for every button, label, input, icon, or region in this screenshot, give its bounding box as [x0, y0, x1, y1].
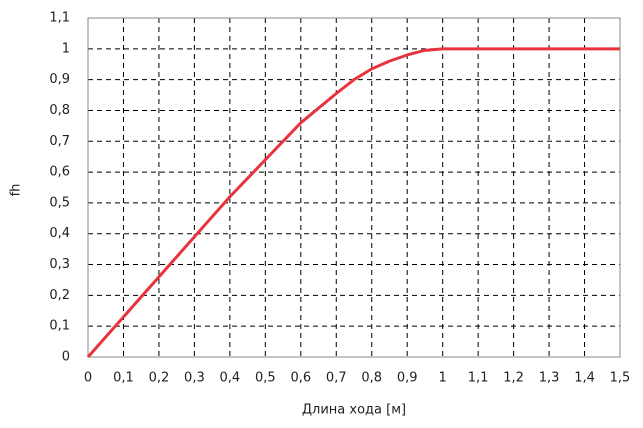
x-tick-label: 0,2: [149, 371, 170, 386]
x-tick-label: 0,6: [290, 371, 311, 386]
y-tick-label: 0,1: [49, 319, 70, 334]
y-tick-label: 1: [62, 41, 70, 56]
x-tick-label: 0,1: [113, 371, 134, 386]
y-tick-label: 0: [62, 350, 70, 365]
data-line: [86, 47, 620, 358]
plot-border: [87, 17, 621, 358]
x-tick-label: 0,9: [397, 371, 418, 386]
x-tick-label: 0,8: [361, 371, 382, 386]
x-tick-label: 1: [439, 371, 447, 386]
y-tick-label: 1,1: [49, 11, 70, 26]
y-tick-label: 0,3: [49, 257, 70, 272]
x-tick-label: 0,5: [255, 371, 276, 386]
y-tick-label: 0,8: [49, 103, 70, 118]
x-tick-label: 0: [84, 371, 92, 386]
x-tick-label: 1,4: [574, 371, 595, 386]
y-axis-title: fh: [9, 184, 24, 197]
x-tick-label: 0,3: [184, 371, 205, 386]
y-tick-label: 0,7: [49, 134, 70, 149]
y-tick-label: 0,9: [49, 72, 70, 87]
x-tick-label: 1,3: [539, 371, 560, 386]
y-tick-label: 0,6: [49, 165, 70, 180]
y-tick-label: 0,4: [49, 226, 70, 241]
y-tick-label: 0,2: [49, 288, 70, 303]
x-tick-label: 0,7: [326, 371, 347, 386]
x-tick-label: 1,1: [468, 371, 489, 386]
x-tick-label: 0,4: [220, 371, 241, 386]
x-axis-title: Длина хода [м]: [302, 403, 406, 418]
x-tick-label: 1,2: [503, 371, 524, 386]
y-tick-label: 0,5: [49, 195, 70, 210]
x-tick-label: 1,5: [610, 371, 631, 386]
